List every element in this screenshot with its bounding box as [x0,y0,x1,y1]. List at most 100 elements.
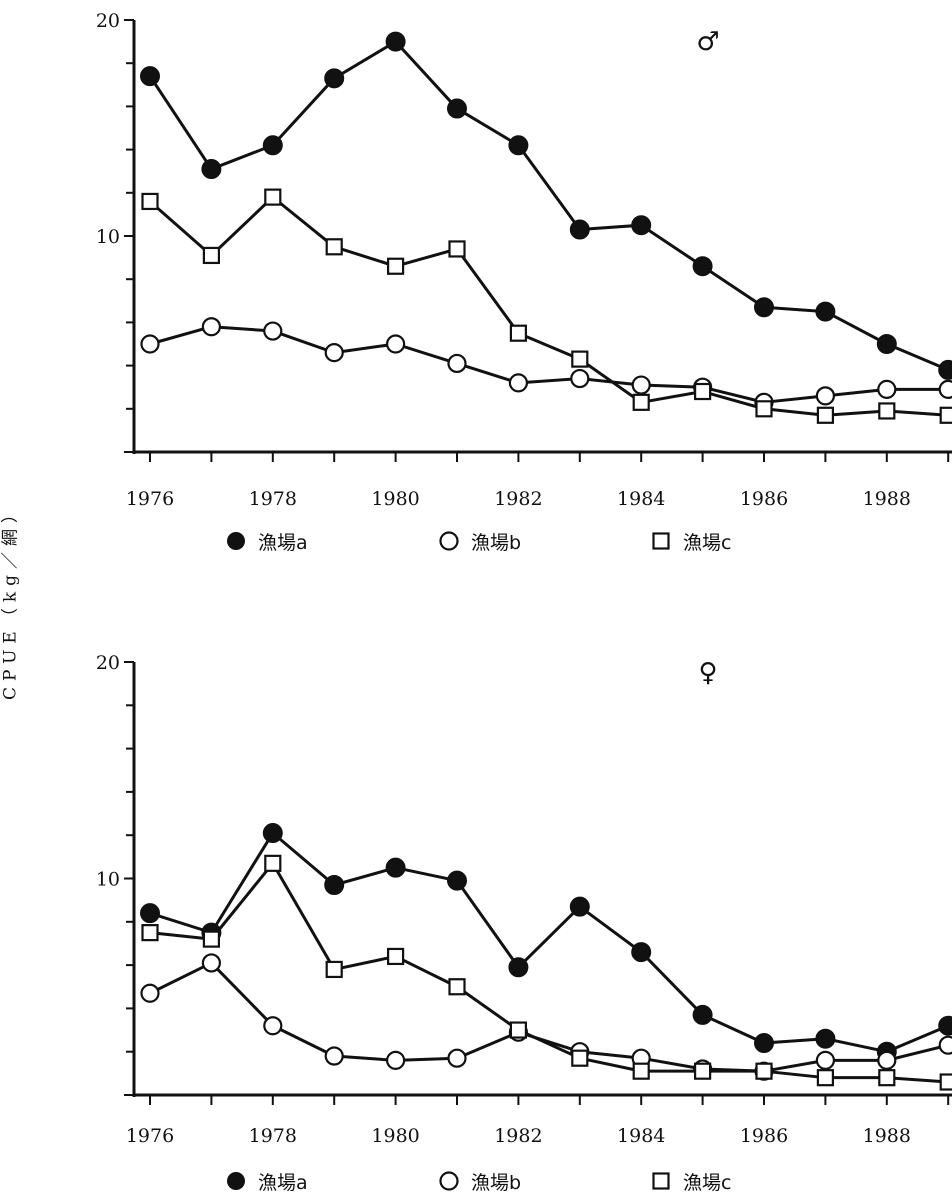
data-point-1-1984 [631,215,652,236]
series-line-3 [149,195,949,417]
data-point-2-1989 [938,1035,952,1055]
x-tick-label-1978: 1978 [249,1125,297,1147]
data-point-1-1983 [569,896,590,917]
legend-marker-3 [652,532,670,550]
data-point-1-1979 [324,68,345,89]
data-point-1-1982 [508,957,529,978]
data-point-3-1988 [878,402,896,420]
data-point-3-1985 [693,1062,712,1080]
data-point-1-1985 [692,256,713,277]
data-point-1-1989 [938,1015,952,1036]
data-point-2-1980 [386,334,406,354]
data-point-2-1989 [938,379,952,399]
data-point-2-1978 [263,1016,283,1036]
data-point-1-1983 [569,219,590,240]
x-tick-label-group: 1986 [740,1125,788,1147]
data-point-1-1987 [815,301,836,322]
data-point-1-1984 [631,942,652,963]
data-point-3-1981 [448,240,466,258]
data-point-2-1977 [201,953,221,973]
data-point-3-1986 [755,1062,773,1080]
data-point-1-1982 [508,135,529,156]
data-point-2-1976 [140,983,160,1003]
data-point-3-1978 [264,188,282,206]
data-point-1-1989 [938,359,952,380]
data-point-1-1981 [447,870,467,891]
legend-label-3: 漁場c [683,532,731,554]
legend-label-3: 漁場c [683,1172,731,1194]
x-tick-label-1982: 1982 [494,488,542,510]
x-tick-label-group: 1978 [249,488,297,510]
data-point-3-1977 [202,930,220,948]
legend-marker-1 [227,1172,245,1190]
data-point-1-1985 [692,1004,713,1025]
x-tick-label-1982: 1982 [494,1125,542,1147]
data-point-2-1982 [508,373,529,393]
y-tick-label-10: 10 [96,869,120,891]
data-point-2-1976 [140,334,160,354]
x-tick-label-1980: 1980 [371,1125,419,1147]
x-tick-label-1988: 1988 [863,488,911,510]
data-point-3-1983 [571,350,589,368]
data-point-3-1979 [325,238,343,256]
x-tick-label-group: 1984 [617,488,665,510]
data-point-3-1988 [878,1069,896,1087]
data-point-2-1979 [324,343,344,363]
data-point-3-1982 [509,1021,527,1039]
series-line-2 [149,961,949,1073]
data-point-3-1987 [816,1069,835,1087]
data-point-1-1976 [140,903,160,924]
series-line-1 [148,40,949,372]
x-tick-label-1976: 1976 [126,1125,174,1147]
x-tick-label-group: 1980 [371,488,419,510]
data-point-3-1980 [387,257,405,275]
data-point-2-1978 [263,321,283,341]
x-tick-label-group: 1984 [617,1125,665,1147]
legend-label-2: 漁場b [471,1172,521,1194]
data-point-2-1981 [447,353,467,374]
data-point-2-1977 [201,317,221,337]
data-point-2-1979 [324,1046,344,1066]
x-tick-label-1984: 1984 [617,488,665,510]
legend-label-1: 漁場a [258,1172,308,1194]
legend-label-1: 漁場a [258,532,308,554]
data-point-3-1976 [141,192,159,211]
x-tick-label-1976: 1976 [126,488,174,510]
series-line-3 [149,861,949,1084]
legend-marker-1 [227,532,245,550]
data-point-1-1977 [201,159,222,180]
data-point-2-1983 [570,368,590,389]
series-line-1 [149,831,949,1054]
x-tick-label-group: 1986 [740,488,788,510]
legend-label-2: 漁場b [471,532,521,554]
data-point-3-1983 [571,1049,589,1067]
x-tick-label-group: 1978 [249,1125,297,1147]
x-tick-label-group: 1988 [863,488,911,510]
sex-symbol: ♀ [698,658,717,688]
data-point-3-1987 [816,406,835,424]
x-tick-label-1978: 1978 [249,488,297,510]
data-point-3-1977 [202,246,220,265]
data-point-3-1982 [509,324,527,342]
x-tick-label-group: 1982 [494,488,542,510]
x-tick-label-1980: 1980 [371,488,419,510]
data-point-3-1981 [448,978,466,996]
x-tick-label-group: 1982 [494,1125,542,1147]
data-point-2-1987 [815,1050,836,1070]
chart-panel-2: 20 10 1976 1978 1980 1982 1984 1986 1988 ♀ 漁場a 漁場b 漁… [96,652,952,1194]
data-point-1-1979 [324,874,345,895]
data-point-3-1984 [632,393,650,411]
x-tick-label-group: 1976 [126,488,174,510]
data-point-2-1980 [386,1050,406,1070]
data-point-2-1987 [815,386,836,406]
data-point-1-1978 [262,823,283,844]
x-tick-label-1984: 1984 [617,1125,665,1147]
data-point-3-1979 [325,960,343,979]
legend-marker-3 [652,1172,670,1190]
data-point-1-1980 [385,31,406,52]
series-line-2 [149,325,949,404]
y-tick-label-20: 20 [96,652,120,674]
data-point-1-1978 [262,135,283,156]
data-point-1-1986 [754,1033,774,1054]
